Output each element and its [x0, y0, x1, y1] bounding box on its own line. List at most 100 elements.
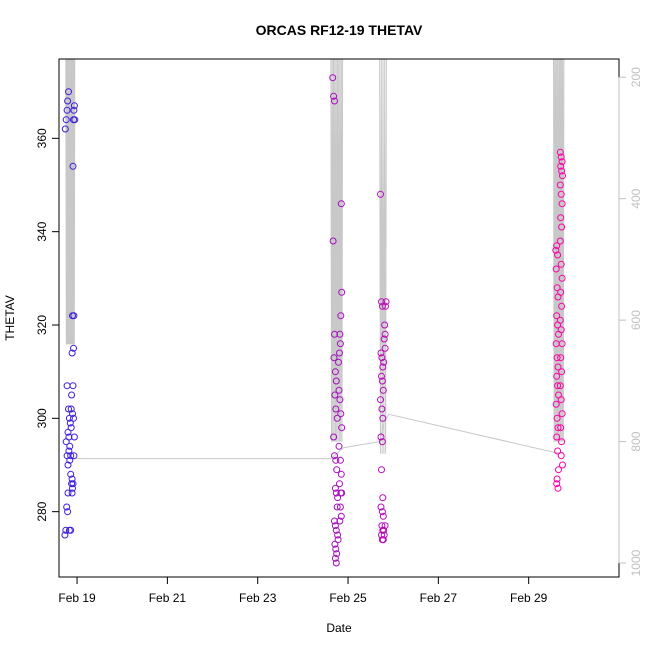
chart-title: ORCAS RF12-19 THETAV: [256, 22, 423, 38]
data-point: [64, 489, 72, 497]
data-point: [378, 405, 386, 413]
x-tick-label: Feb 23: [239, 591, 277, 605]
data-point: [336, 340, 344, 348]
data-point: [558, 368, 566, 376]
trace-profile-2: [379, 58, 387, 454]
data-point: [68, 475, 76, 483]
data-point: [552, 246, 560, 254]
data-point: [71, 116, 79, 124]
data-point: [332, 545, 340, 553]
x-axis-label: Date: [326, 621, 352, 635]
data-point: [330, 433, 338, 441]
data-point: [68, 489, 76, 497]
y-tick-label: 360: [35, 128, 49, 148]
data-point: [69, 480, 77, 488]
data-point: [558, 274, 566, 282]
data-point: [553, 354, 561, 362]
data-point: [70, 344, 77, 352]
data-point: [331, 97, 338, 105]
data-point: [334, 494, 342, 502]
data-point: [63, 503, 71, 511]
data-point: [337, 512, 345, 520]
data-point: [331, 540, 339, 548]
data-point: [66, 419, 74, 427]
data-point: [64, 461, 72, 469]
y-axis-label: THETAV: [3, 295, 17, 341]
data-point: [379, 536, 387, 544]
x-axis: Feb 19 Feb 21 Feb 23 Feb 25 Feb 27 Feb 29: [58, 576, 548, 605]
data-point: [557, 288, 565, 296]
data-point: [332, 526, 340, 534]
data-point: [63, 382, 71, 390]
data-point: [377, 503, 385, 511]
data-point: [331, 391, 339, 399]
data-point: [69, 484, 76, 492]
data-point: [557, 260, 565, 268]
x-tick-label: Feb 21: [149, 591, 187, 605]
y-right-tick-label: 400: [629, 188, 643, 208]
data-point: [552, 400, 560, 408]
data-point: [336, 503, 344, 511]
data-point: [553, 312, 561, 320]
data-point: [553, 475, 561, 483]
data-point: [558, 410, 566, 418]
data-point: [553, 480, 561, 488]
data-point: [337, 410, 345, 418]
data-point: [554, 251, 562, 259]
data-point: [556, 237, 564, 245]
data-point: [557, 354, 565, 362]
data-point: [554, 363, 562, 371]
data-point: [382, 298, 390, 306]
x-tick-label: Feb 27: [420, 591, 458, 605]
y-axis-left: 280 300 320 340 360: [35, 128, 60, 522]
data-point: [380, 531, 388, 539]
data-point: [554, 382, 562, 390]
data-point: [556, 148, 564, 156]
data-point: [337, 470, 345, 478]
data-point: [377, 433, 385, 441]
data-point: [381, 330, 389, 338]
data-point: [70, 433, 78, 441]
data-point: [558, 167, 566, 175]
data-point: [338, 489, 346, 497]
data-point: [381, 344, 389, 352]
data-point: [554, 484, 562, 492]
data-point: [331, 517, 338, 525]
data-point: [380, 358, 388, 366]
data-point: [333, 414, 341, 422]
data-point: [66, 442, 74, 450]
data-point: [331, 522, 339, 530]
data-point: [64, 97, 72, 105]
data-point: [65, 447, 73, 455]
data-point: [68, 349, 76, 357]
data-point: [379, 363, 387, 371]
data-point: [61, 125, 69, 133]
data-point: [68, 391, 76, 399]
data-point: [70, 102, 78, 110]
data-point: [553, 242, 561, 250]
data-point: [378, 302, 386, 310]
y-right-tick-label: 200: [629, 67, 643, 87]
data-point: [65, 405, 72, 413]
data-point: [70, 106, 78, 114]
y-tick-label: 280: [35, 501, 49, 521]
data-point: [378, 522, 386, 530]
data-point: [67, 424, 75, 432]
data-point: [553, 284, 561, 292]
data-point: [331, 330, 338, 338]
data-point: [336, 456, 344, 464]
data-point: [69, 410, 76, 418]
data-point: [334, 536, 342, 544]
data-point: [557, 396, 565, 404]
data-point: [379, 494, 387, 502]
data-point: [378, 377, 386, 385]
y-tick-label: 300: [35, 408, 49, 428]
data-point: [553, 433, 561, 441]
data-points: [61, 74, 566, 567]
data-point: [337, 312, 345, 320]
y-right-tick-label: 600: [629, 310, 643, 330]
data-point: [70, 312, 78, 320]
data-point: [67, 526, 75, 534]
data-point: [377, 396, 384, 404]
